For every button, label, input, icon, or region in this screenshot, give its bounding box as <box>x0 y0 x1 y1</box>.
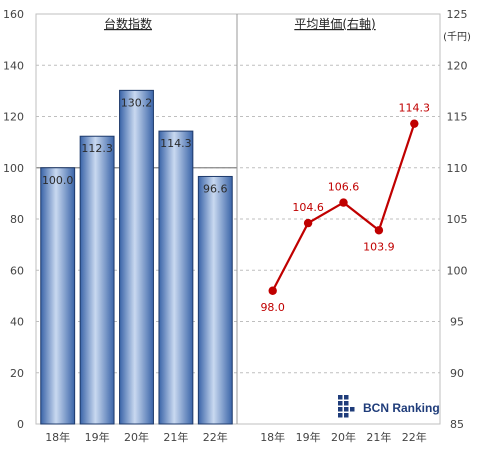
bar-category-label: 20年 <box>124 430 149 444</box>
bar-value-label: 112.3 <box>81 142 113 155</box>
line-value-label: 104.6 <box>292 201 324 214</box>
logo-square <box>338 395 343 400</box>
bar <box>79 135 115 425</box>
bar-series: 100.0 112.3 130.2 114.3 96.6 <box>40 89 233 425</box>
logo-square <box>338 407 343 412</box>
line-point <box>303 218 313 228</box>
logo-square <box>350 407 355 412</box>
bar <box>40 167 76 425</box>
right-y-tick-label: 100 <box>447 264 468 277</box>
line-category-label: 21年 <box>366 430 391 444</box>
left-y-tick-label: 0 <box>17 418 24 431</box>
left-y-tick-label: 20 <box>10 367 24 380</box>
bar-value-label: 100.0 <box>42 174 74 187</box>
right-y-tick-label: 90 <box>450 367 464 380</box>
bar-category-label: 19年 <box>85 430 110 444</box>
logo-square <box>344 407 349 412</box>
right-y-tick-label: 110 <box>447 162 468 175</box>
bar <box>119 89 154 425</box>
bcn-logo-icon <box>338 395 355 418</box>
logo-square <box>344 401 349 406</box>
bar-value-label: 96.6 <box>203 182 228 195</box>
line-category-label: 20年 <box>331 430 356 444</box>
line-value-label: 106.6 <box>328 181 360 194</box>
bar <box>197 175 233 425</box>
bar-panel-title: 台数指数 <box>104 16 152 31</box>
line-value-label: 98.0 <box>260 301 285 314</box>
line-point <box>374 226 384 235</box>
line-category-label: 22年 <box>402 430 427 444</box>
line-point <box>268 286 277 295</box>
right-y-tick-label: 120 <box>447 59 468 72</box>
bar-category-label: 21年 <box>163 430 188 444</box>
left-y-tick-label: 100 <box>3 162 24 175</box>
left-y-tick-label: 80 <box>10 213 24 226</box>
line-value-label: 103.9 <box>363 240 395 253</box>
bar-category-label: 18年 <box>45 430 70 444</box>
right-y-tick-label: 85 <box>450 418 464 431</box>
left-y-tick-label: 140 <box>3 59 24 72</box>
line-panel-title: 平均単価(右軸) <box>294 16 375 31</box>
bcn-ranking-logo: BCN Ranking <box>338 395 440 418</box>
logo-square <box>344 413 349 418</box>
right-y-tick-label: 95 <box>450 316 464 329</box>
line-series: 98.0 104.6 106.6 103.9 114.3 <box>260 102 430 314</box>
right-y-tick-label: 115 <box>447 111 468 124</box>
line-point <box>339 198 348 207</box>
plot-border <box>35 13 441 425</box>
bar-category-label: 22年 <box>203 430 228 444</box>
left-y-tick-label: 160 <box>3 8 24 21</box>
left-y-tick-label: 40 <box>10 316 24 329</box>
logo-text: BCN Ranking <box>363 401 440 415</box>
logo-square <box>338 413 343 418</box>
left-y-tick-label: 60 <box>10 264 24 277</box>
right-y-tick-label: 105 <box>447 213 468 226</box>
line-value-label: 114.3 <box>399 102 431 115</box>
logo-square <box>338 401 343 406</box>
line-point <box>410 119 419 128</box>
bar-value-label: 130.2 <box>121 96 153 109</box>
right-y-tick-label: 125 <box>447 8 468 21</box>
left-y-tick-label: 120 <box>3 111 24 124</box>
line-category-label: 19年 <box>296 430 321 444</box>
logo-square <box>344 395 349 400</box>
right-axis-unit: (千円) <box>443 31 471 43</box>
bar-value-label: 114.3 <box>160 137 192 150</box>
line-category-label: 18年 <box>260 430 285 444</box>
axes: 0 20 40 60 80 100 120 140 160 85 90 95 100 105 110 115 1… <box>3 8 468 444</box>
chart-text: 台数指数 平均単価(右軸) (千円) <box>104 16 471 43</box>
bar <box>158 130 194 425</box>
